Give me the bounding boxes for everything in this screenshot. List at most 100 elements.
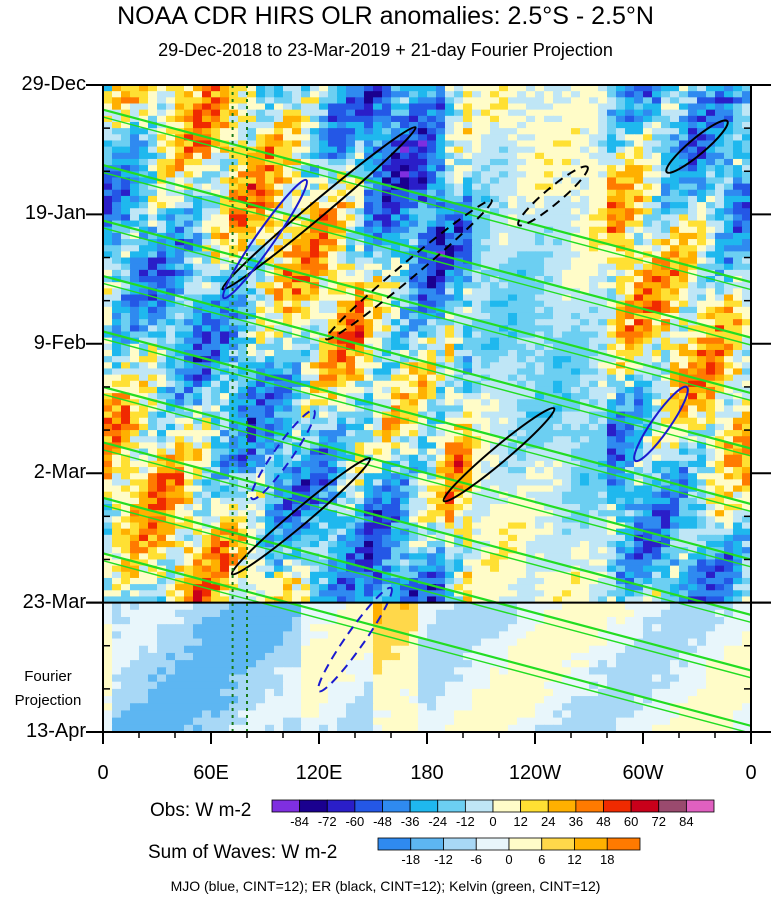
obs-cell	[535, 479, 545, 487]
obs-cell	[274, 423, 284, 431]
obs-cell	[454, 171, 464, 179]
obs-cell	[310, 226, 320, 234]
obs-cell	[400, 91, 410, 98]
obs-cell	[607, 239, 617, 246]
obs-cell	[166, 97, 176, 105]
obs-cell	[724, 436, 734, 443]
obs-cell	[508, 448, 518, 456]
obs-cell	[157, 171, 167, 179]
obs-cell	[157, 165, 167, 172]
obs-cell	[472, 491, 482, 499]
obs-cell	[652, 386, 662, 394]
obs-cell	[580, 134, 590, 142]
obs-cell	[454, 436, 464, 443]
obs-cell	[571, 245, 581, 252]
obs-cell	[400, 473, 410, 480]
obs-cell	[283, 91, 293, 98]
obs-cell	[166, 343, 176, 351]
obs-cell	[634, 85, 644, 92]
obs-cell	[436, 85, 446, 92]
obs-cell	[292, 288, 302, 296]
obs-cell	[265, 393, 275, 400]
obs-cell	[202, 220, 212, 228]
obs-cell	[184, 485, 194, 493]
obs-cell	[364, 109, 374, 117]
obs-cell	[598, 232, 608, 240]
obs-cell	[724, 288, 734, 296]
obs-cell	[121, 183, 131, 191]
obs-cell	[607, 263, 617, 271]
obs-cell	[229, 331, 239, 339]
obs-cell	[139, 411, 149, 419]
obs-cell	[139, 109, 149, 117]
obs-cell	[112, 485, 122, 493]
obs-cell	[418, 128, 428, 135]
obs-cell	[742, 399, 751, 407]
obs-cell	[346, 430, 356, 437]
obs-cell	[265, 411, 275, 419]
obs-cell	[337, 220, 347, 228]
obs-cell	[292, 97, 302, 105]
obs-cell	[445, 423, 455, 431]
obs-cell	[211, 140, 221, 148]
obs-cell	[652, 436, 662, 443]
obs-cell	[616, 491, 626, 499]
obs-cell	[715, 183, 725, 191]
obs-cell	[256, 202, 266, 209]
obs-cell	[184, 245, 194, 252]
obs-cell	[220, 152, 230, 160]
obs-cell	[625, 109, 635, 117]
obs-cell	[328, 165, 338, 172]
obs-cell	[499, 362, 509, 370]
obs-cell	[121, 276, 131, 283]
obs-cell	[535, 177, 545, 185]
obs-cell	[193, 442, 203, 450]
obs-cell	[328, 386, 338, 394]
obs-cell	[121, 411, 131, 419]
obs-cell	[193, 121, 203, 129]
obs-cell	[625, 239, 635, 246]
obs-cell	[346, 460, 356, 468]
obs-cell	[661, 269, 671, 277]
obs-cell	[499, 423, 509, 431]
obs-cell	[193, 177, 203, 185]
obs-cell	[265, 380, 275, 388]
obs-cell	[130, 491, 140, 499]
obs-cell	[310, 460, 320, 468]
obs-cell	[112, 202, 122, 209]
obs-cell	[517, 239, 527, 246]
obs-cell	[724, 380, 734, 388]
obs-cell	[679, 115, 689, 123]
obs-cell	[598, 430, 608, 437]
obs-cell	[400, 460, 410, 468]
obs-cell	[166, 430, 176, 437]
obs-cell	[229, 460, 239, 468]
obs-cell	[553, 269, 563, 277]
obs-cell	[220, 436, 230, 443]
obs-cell	[292, 312, 302, 320]
obs-cell	[364, 411, 374, 419]
obs-cell	[220, 183, 230, 191]
obs-cell	[391, 257, 401, 265]
obs-cell	[454, 115, 464, 123]
obs-cell	[355, 337, 365, 345]
obs-cell	[112, 269, 122, 277]
obs-cell	[544, 430, 554, 437]
obs-cell	[517, 288, 527, 296]
obs-cell	[211, 399, 221, 407]
obs-cell	[598, 393, 608, 400]
obs-cell	[184, 393, 194, 400]
obs-cell	[121, 349, 131, 357]
obs-cell	[454, 454, 464, 462]
obs-cell	[157, 497, 167, 505]
obs-cell	[202, 276, 212, 283]
obs-cell	[436, 343, 446, 351]
obs-cell	[526, 300, 536, 308]
obs-cell	[157, 226, 167, 234]
obs-cell	[589, 128, 599, 135]
obs-cell	[625, 103, 635, 111]
obs-cell	[445, 226, 455, 234]
obs-cell	[355, 158, 365, 166]
obs-cell	[589, 467, 599, 474]
obs-cell	[688, 251, 698, 259]
